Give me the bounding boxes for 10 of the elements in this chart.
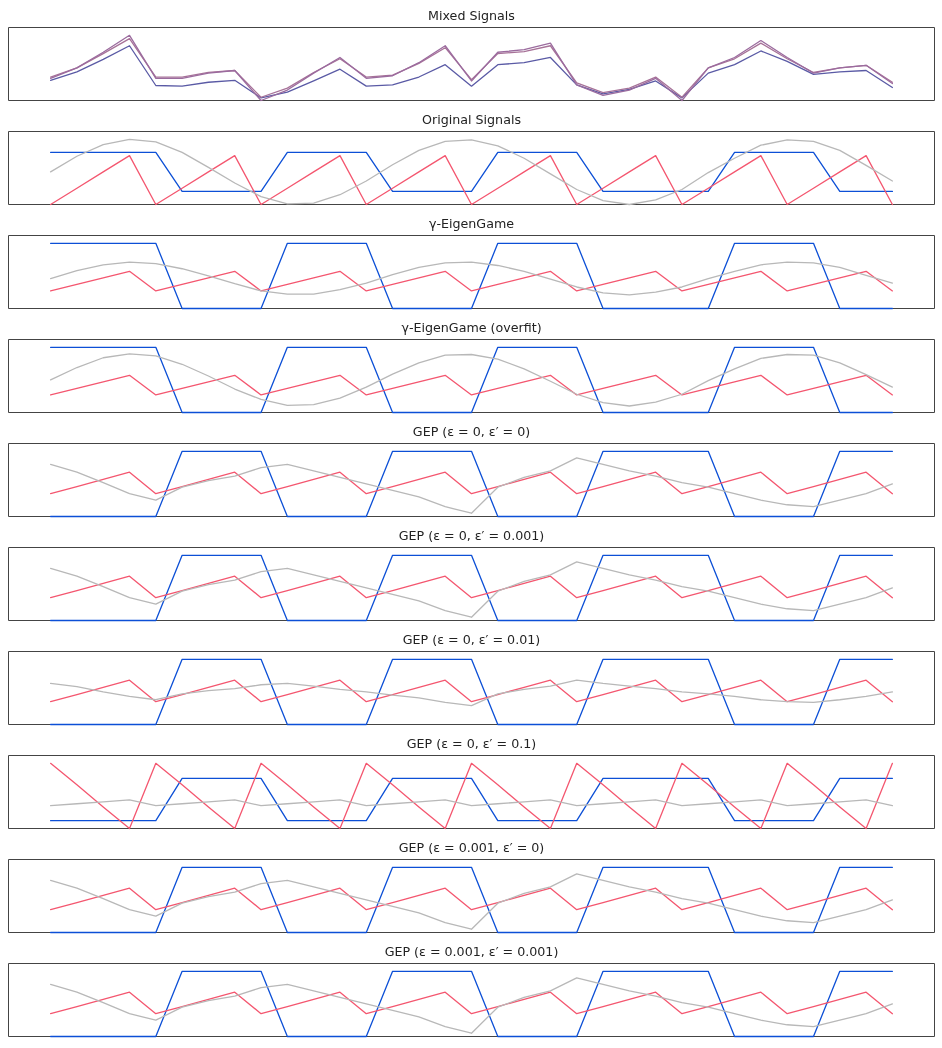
chart-title: GEP (ε = 0, ε′ = 0.001) [398,527,545,543]
chart-title: Mixed Signals [428,7,515,23]
chart-title: Original Signals [421,111,522,127]
chart-title: GEP (ε = 0, ε′ = 0) [412,423,531,439]
chart-title: GEP (ε = 0, ε′ = 0.01) [402,631,541,647]
chart-title: GEP (ε = 0.001, ε′ = 0) [398,839,545,855]
chart-title: γ-EigenGame (overfit) [401,319,542,335]
chart-title: GEP (ε = 0.001, ε′ = 0.001) [384,943,559,959]
chart-title: γ-EigenGame [428,215,515,231]
chart-title: GEP (ε = 0, ε′ = 0.1) [406,735,537,751]
